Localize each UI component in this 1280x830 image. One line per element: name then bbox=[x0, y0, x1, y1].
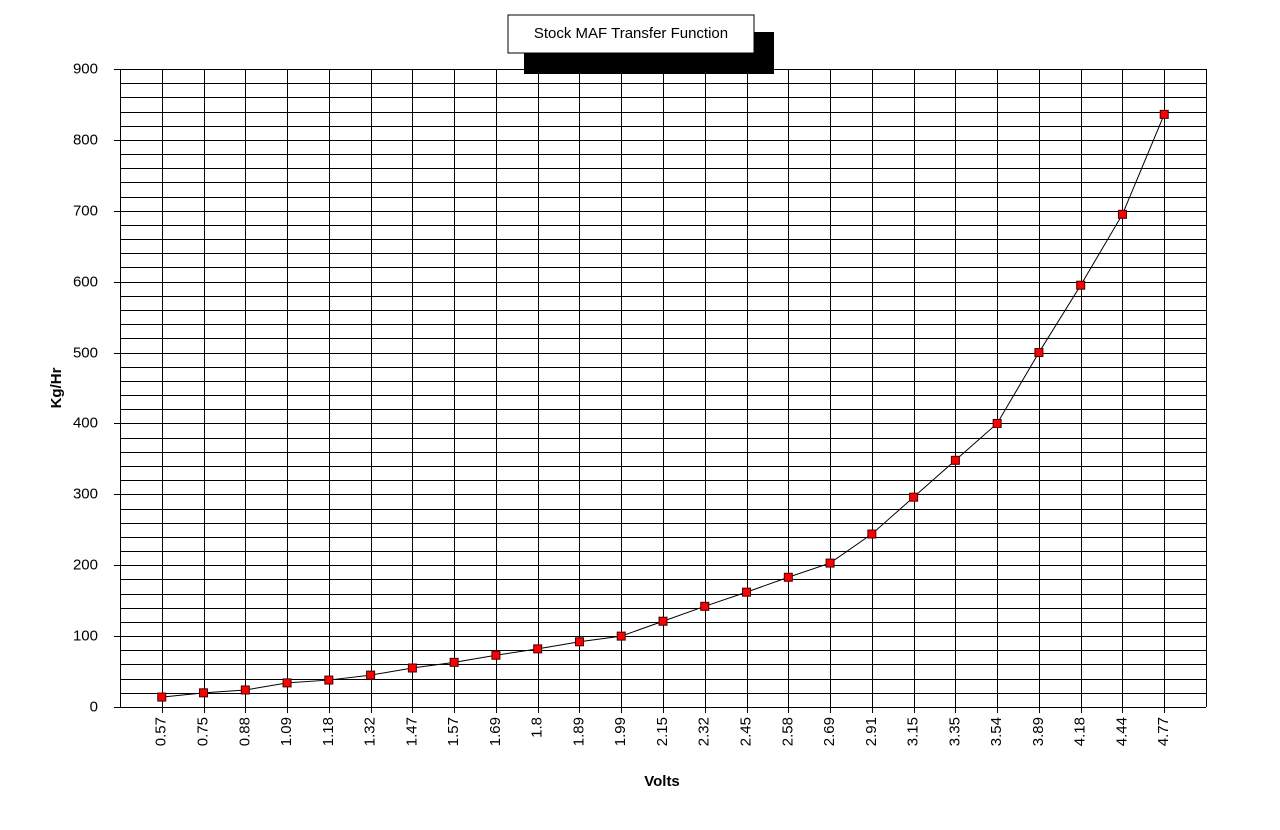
x-tick-label: 1.99 bbox=[612, 717, 629, 746]
y-tick-label: 600 bbox=[73, 273, 98, 290]
chart-title: Stock MAF Transfer Function bbox=[534, 25, 728, 42]
y-tick-label: 400 bbox=[73, 414, 98, 431]
point-marker bbox=[366, 670, 376, 680]
y-tick-label: 500 bbox=[73, 344, 98, 361]
point-marker bbox=[950, 455, 960, 465]
point-marker bbox=[1159, 109, 1169, 119]
x-tick-label: 4.18 bbox=[1072, 717, 1089, 746]
point-marker bbox=[742, 587, 752, 597]
x-tick-label: 1.8 bbox=[529, 717, 546, 738]
point-marker bbox=[1034, 348, 1044, 358]
x-tick-label: 1.69 bbox=[487, 717, 504, 746]
x-tick-label: 3.35 bbox=[946, 717, 963, 746]
title-box bbox=[507, 14, 755, 54]
x-tick-label: 1.89 bbox=[570, 717, 587, 746]
y-tick-label: 0 bbox=[90, 698, 98, 715]
y-tick-label: 900 bbox=[73, 60, 98, 77]
x-tick-label: 3.54 bbox=[988, 717, 1005, 746]
x-tick-label: 1.47 bbox=[403, 717, 420, 746]
point-marker bbox=[240, 685, 250, 695]
x-tick-label: 1.18 bbox=[320, 717, 337, 746]
x-tick-label: 3.89 bbox=[1030, 717, 1047, 746]
x-tick-label: 2.32 bbox=[696, 717, 713, 746]
y-tick-label: 300 bbox=[73, 485, 98, 502]
point-marker bbox=[992, 418, 1002, 428]
x-tick-label: 2.58 bbox=[779, 717, 796, 746]
point-marker bbox=[1076, 280, 1086, 290]
point-marker bbox=[867, 529, 877, 539]
x-tick-label: 2.15 bbox=[654, 717, 671, 746]
x-tick-label: 4.77 bbox=[1155, 717, 1172, 746]
x-tick-label: 2.45 bbox=[738, 717, 755, 746]
x-tick-label: 1.57 bbox=[445, 717, 462, 746]
point-marker bbox=[1117, 209, 1127, 219]
point-marker bbox=[157, 692, 167, 702]
y-tick-label: 200 bbox=[73, 556, 98, 573]
x-tick-label: 1.32 bbox=[362, 717, 379, 746]
point-marker bbox=[700, 601, 710, 611]
x-tick-label: 2.69 bbox=[821, 717, 838, 746]
point-marker bbox=[282, 678, 292, 688]
x-tick-label: 0.88 bbox=[236, 717, 253, 746]
x-tick-label: 0.75 bbox=[195, 717, 212, 746]
y-tick-label: 800 bbox=[73, 131, 98, 148]
x-axis-label: Volts bbox=[644, 773, 680, 790]
point-marker bbox=[491, 650, 501, 660]
x-tick-label: 0.57 bbox=[153, 717, 170, 746]
y-axis-label: Kg/Hr bbox=[48, 367, 65, 408]
point-marker bbox=[407, 663, 417, 673]
point-marker bbox=[574, 637, 584, 647]
point-marker bbox=[825, 558, 835, 568]
point-marker bbox=[199, 688, 209, 698]
point-marker bbox=[533, 644, 543, 654]
point-marker bbox=[324, 675, 334, 685]
x-tick-label: 3.15 bbox=[905, 717, 922, 746]
point-marker bbox=[909, 492, 919, 502]
x-tick-label: 4.44 bbox=[1113, 717, 1130, 746]
point-marker bbox=[783, 572, 793, 582]
x-tick-label: 2.91 bbox=[863, 717, 880, 746]
x-tick-label: 1.09 bbox=[278, 717, 295, 746]
point-marker bbox=[658, 616, 668, 626]
point-marker bbox=[449, 657, 459, 667]
y-tick-label: 700 bbox=[73, 202, 98, 219]
point-marker bbox=[616, 631, 626, 641]
y-tick-label: 100 bbox=[73, 627, 98, 644]
